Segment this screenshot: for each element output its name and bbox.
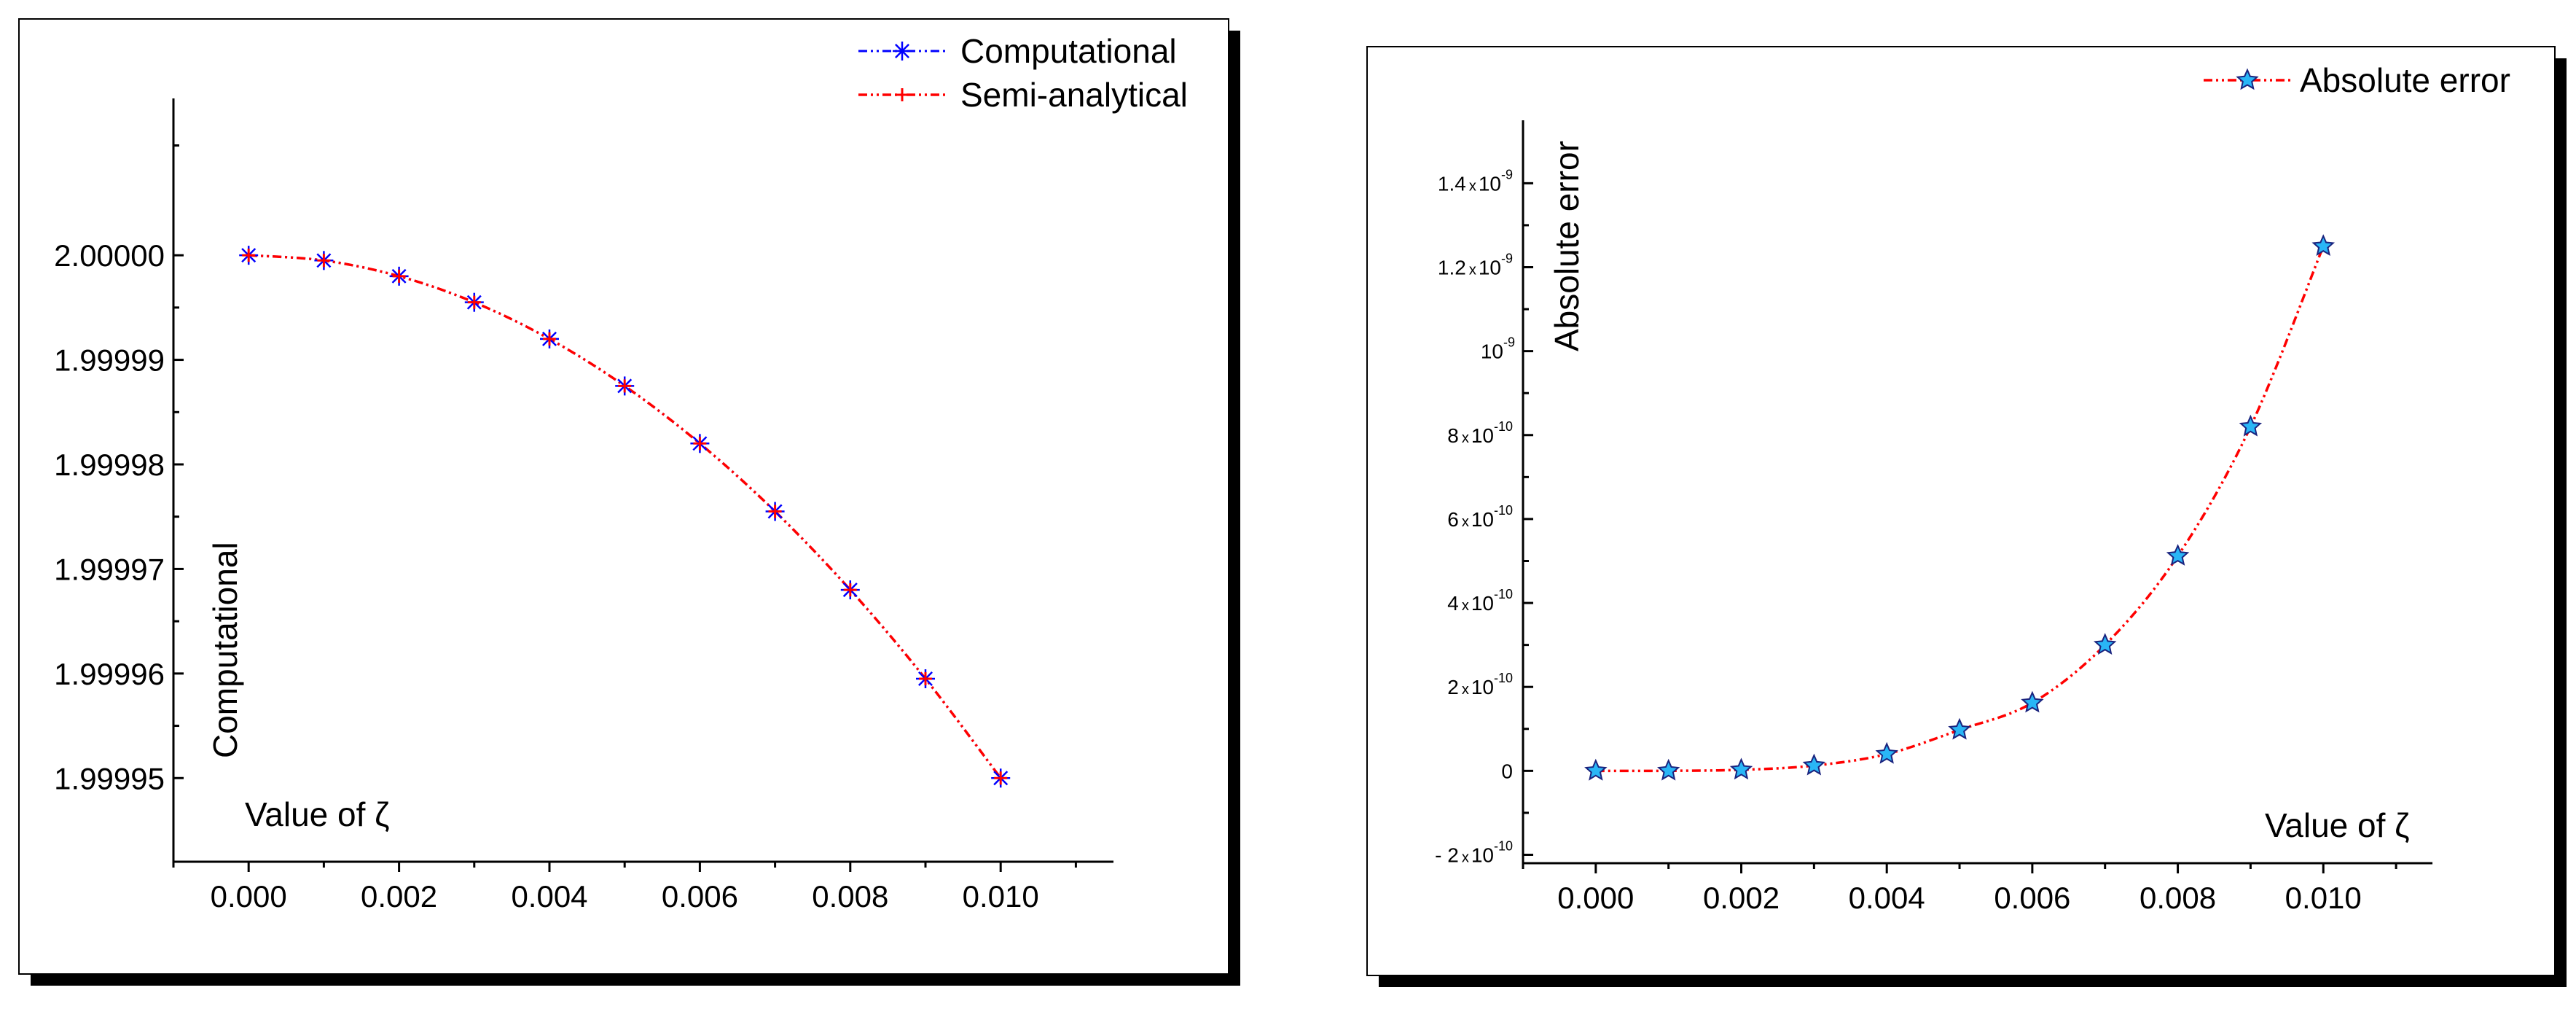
semi-analytical-point [543,332,556,346]
right-panel: - 2 x 10-10 0 2 x 10-10 4 x 10-10 6 x 10-10 8 x 10-10 10… [1366,46,2567,987]
left-x-tick-label: 0.008 [812,879,888,913]
absolute-error-point [2166,544,2190,566]
absolute-error-point [2094,633,2117,655]
left-x-axis-title: Value of ζ [245,795,389,833]
absolute-error-point [2021,690,2044,713]
right-x-tick-label: 0.010 [2285,881,2362,915]
semi-analytical-point [618,379,632,393]
absolute-error-point [1729,757,1753,780]
left-x-tick-label: 0.000 [211,879,287,913]
semi-analytical-point [467,295,481,309]
semi-analytical-point [768,504,782,518]
semi-analytical-line [248,254,1002,779]
right-x-tick-label: 0.000 [1557,881,1634,915]
left-y-tick-label: 1.99998 [54,448,165,482]
left-y-tick-label: 1.99996 [54,657,165,691]
legend-marker-computational [893,42,912,61]
absolute-error-point [1657,758,1680,781]
right-chart: - 2 x 10-10 0 2 x 10-10 4 x 10-10 6 x 10-10 8 x 10-10 10… [1435,61,2510,915]
right-y-tick-label: 8 x 10-10 [1447,419,1513,447]
semi-analytical-point [994,771,1008,785]
absolute-error-point [2311,234,2336,257]
right-x-tick-label: 0.006 [1994,881,2070,915]
legend-label-absolute-error: Absolute error [2300,61,2510,99]
semi-analytical-point [919,672,932,686]
right-panel-frame [1366,46,2556,976]
absolute-error-point [1875,741,1898,764]
right-y-tick-label: - 2 x 10-10 [1435,838,1513,866]
legend-marker-absolute-error [2236,68,2259,90]
semi-analytical-point [843,583,857,597]
left-x-tick-label: 0.002 [361,879,437,913]
legend-label-computational: Computational [960,32,1177,70]
right-y-tick-label: 10-9 [1481,335,1515,363]
left-y-axis-title: Computational [206,542,244,758]
right-y-tick-label: 0 [1501,760,1513,782]
left-y-tick-label: 1.99995 [54,761,165,795]
right-x-axis-title: Value of ζ [2265,806,2409,844]
semi-analytical-point [693,437,707,451]
absolute-error-point [2239,414,2263,437]
right-x-tick-label: 0.008 [2140,881,2216,915]
absolute-error-point [1948,717,1971,740]
right-x-tick-label: 0.002 [1703,881,1780,915]
right-y-axis-title: Absolute error [1548,141,1586,351]
left-x-tick-label: 0.004 [511,879,587,913]
semi-analytical-point [317,254,331,268]
left-legend: Computational Semi-analytical [858,32,1188,114]
absolute-error-point [1802,753,1826,776]
legend-label-semi-analytical: Semi-analytical [960,76,1188,114]
right-y-tick-label: 2 x 10-10 [1447,671,1513,698]
left-x-tick-label: 0.010 [963,879,1039,913]
left-x-tick-label: 0.006 [662,879,738,913]
semi-analytical-point [392,269,406,283]
left-panel-frame [18,18,1229,975]
right-y-tick-label: 4 x 10-10 [1447,587,1513,615]
legend-marker-semi-analytical [896,88,909,101]
left-y-tick-label: 1.99997 [54,552,165,586]
right-x-tick-label: 0.004 [1849,881,1925,915]
absolute-error-point [1584,758,1608,781]
left-y-tick-label: 1.99999 [54,343,165,378]
semi-analytical-point [242,249,256,262]
left-panel: 2.00000 1.99999 1.99998 1.99997 1.99996 1.999… [18,18,1240,986]
left-y-tick-label: 2.00000 [54,238,165,273]
right-y-tick-label: 1.2 x 10-9 [1438,251,1513,278]
right-y-tick-label: 1.4 x 10-9 [1438,167,1513,195]
right-y-tick-label: 6 x 10-10 [1447,503,1513,531]
right-legend: Absolute error [2204,61,2510,99]
left-chart: 2.00000 1.99999 1.99998 1.99997 1.99996 1.999… [54,32,1188,913]
